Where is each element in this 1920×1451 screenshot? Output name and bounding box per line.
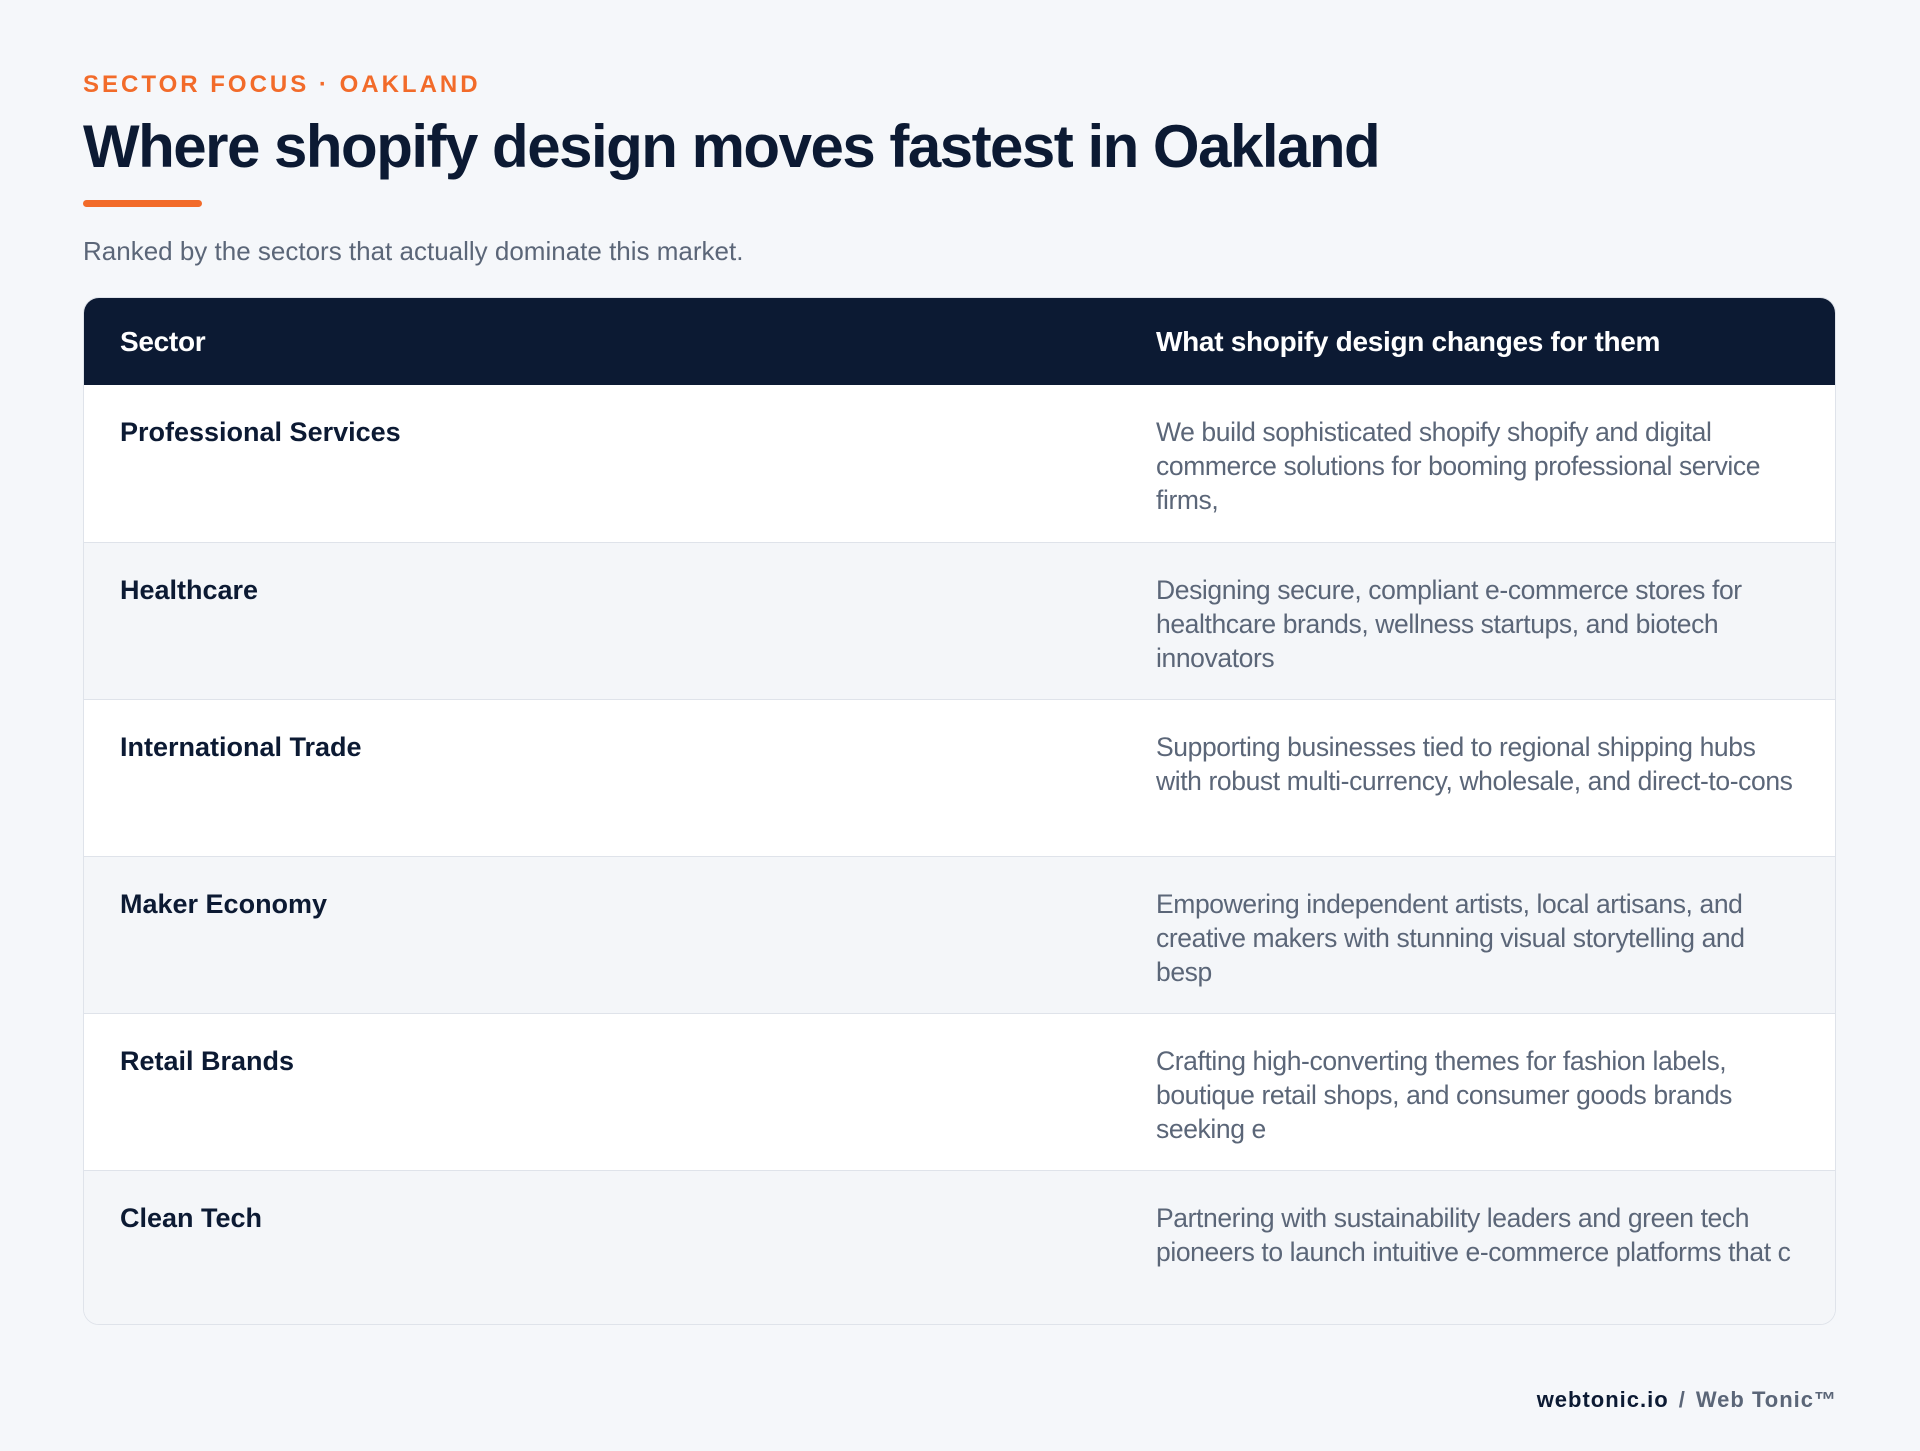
footer-brand: Web Tonic™: [1695, 1387, 1837, 1412]
section-kicker: SECTOR FOCUS · OAKLAND: [83, 71, 481, 98]
footer-separator: /: [1678, 1387, 1686, 1412]
sector-description: Supporting businesses tied to regional s…: [1156, 732, 1793, 796]
page-subtitle: Ranked by the sectors that actually domi…: [83, 236, 744, 266]
table-body: Professional Services We build sophistic…: [84, 385, 1835, 1324]
table-row: Maker Economy Empowering independent art…: [84, 856, 1835, 1013]
table-row: Clean Tech Partnering with sustainabilit…: [84, 1170, 1835, 1324]
sector-description: Partnering with sustainability leaders a…: [1156, 1203, 1791, 1267]
table-row: Healthcare Designing secure, compliant e…: [84, 542, 1835, 699]
sector-description: Designing secure, compliant e-commerce s…: [1156, 575, 1742, 673]
page-title: Where shopify design moves fastest in Oa…: [83, 113, 1381, 180]
footer-attribution: webtonic.io / Web Tonic™: [1537, 1386, 1837, 1414]
sector-name: Professional Services: [120, 417, 401, 447]
footer-domain-link[interactable]: webtonic.io: [1536, 1387, 1669, 1412]
sector-description: We build sophisticated shopify shopify a…: [1156, 417, 1761, 515]
sector-description: Crafting high-converting themes for fash…: [1156, 1046, 1732, 1144]
column-header-changes: What shopify design changes for them: [1156, 326, 1661, 357]
table-row: International Trade Supporting businesse…: [84, 699, 1835, 856]
sector-name: Maker Economy: [120, 889, 328, 919]
title-accent-divider: [83, 200, 202, 207]
sector-name: Clean Tech: [120, 1203, 263, 1233]
table-header-row: Sector What shopify design changes for t…: [84, 298, 1835, 385]
table-row: Professional Services We build sophistic…: [84, 385, 1835, 542]
column-header-sector: Sector: [120, 326, 206, 357]
sector-name: Healthcare: [120, 575, 259, 605]
table-row: Retail Brands Crafting high-converting t…: [84, 1013, 1835, 1170]
sector-name: International Trade: [120, 732, 362, 762]
sector-name: Retail Brands: [120, 1046, 295, 1076]
sector-description: Empowering independent artists, local ar…: [1156, 889, 1745, 987]
sector-table: Sector What shopify design changes for t…: [83, 297, 1836, 1325]
